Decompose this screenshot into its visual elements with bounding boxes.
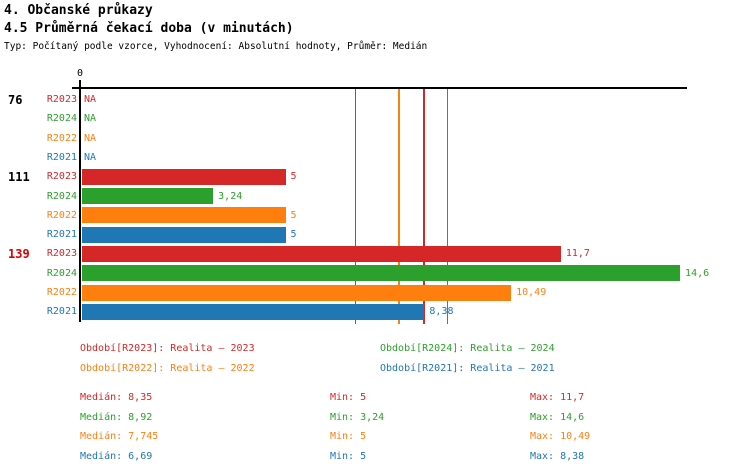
stat-max-R2023: Max: 11,7 [530, 392, 585, 403]
median-line-R2022 [398, 88, 400, 324]
legend-item-R2021: Období[R2021]: Realita – 2021 [380, 363, 555, 374]
bar [82, 303, 425, 320]
chart-subtitle: 4.5 Průměrná čekací doba (v minutách) [4, 21, 294, 36]
bar-row-label: R2022 [46, 132, 77, 144]
stat-min-R2024: Min: 3,24 [330, 411, 385, 423]
legend-item-R2023: Období[R2023]: Realita – 2023 [80, 343, 255, 354]
bar-row-label: R2024 [46, 190, 77, 202]
x-axis-line [72, 87, 687, 89]
bar-value-label: 14,6 [685, 267, 710, 279]
legend-item-R2022: Období[R2022]: Realita – 2022 [80, 363, 255, 374]
bar [82, 168, 286, 185]
bar [82, 188, 214, 204]
x-axis-zero-tick [79, 80, 81, 87]
bar-row-label: R2023 [46, 248, 77, 260]
stat-min-R2023: Min: 5 [330, 392, 367, 403]
bar [82, 265, 681, 282]
bar [82, 207, 286, 224]
y-axis-line [78, 88, 82, 322]
bar-value-label: NA [84, 113, 97, 125]
x-axis-zero-label: 0 [76, 68, 84, 79]
stat-max-R2021: Max: 8,38 [530, 450, 585, 462]
bar-value-label: 11,7 [565, 248, 590, 260]
stat-median-R2023: Medián: 8,35 [80, 392, 153, 403]
stat-max-R2022: Max: 10,49 [530, 431, 591, 442]
bar-row-label: R2022 [46, 209, 77, 221]
legend-item-R2024: Období[R2024]: Realita – 2024 [380, 343, 555, 354]
stat-median-R2021: Medián: 6,69 [80, 450, 153, 462]
bar-value-label: NA [84, 151, 97, 163]
bar-row-label: R2022 [46, 287, 77, 298]
median-line-R2024 [446, 88, 448, 324]
bar-row-label: R2023 [46, 171, 77, 183]
bar-row-label: R2024 [46, 113, 77, 125]
page-title: 4. Občanské průkazy [4, 3, 153, 18]
bar [82, 284, 512, 301]
stat-max-R2024: Max: 14,6 [530, 411, 585, 423]
bar-row-label: R2021 [46, 151, 77, 163]
median-line-R2023 [423, 88, 425, 324]
bar-row-label: R2021 [46, 306, 77, 318]
stat-median-R2024: Medián: 8,92 [80, 411, 153, 423]
bar-value-label: 5 [290, 229, 297, 241]
bar-value-label: 5 [290, 209, 297, 221]
bar-row-label: R2024 [46, 267, 77, 279]
group-label: 111 [8, 169, 30, 184]
bar-value-label: NA [84, 94, 97, 105]
bar-value-label: 10,49 [516, 287, 547, 298]
stat-min-R2021: Min: 5 [330, 450, 367, 462]
bar-row-label: R2023 [46, 94, 77, 105]
bar-value-label: 5 [290, 171, 297, 183]
stat-min-R2022: Min: 5 [330, 431, 367, 442]
group-label: 139 [8, 246, 30, 261]
group-label: 76 [8, 92, 23, 107]
bar-value-label: NA [84, 132, 97, 144]
bar-row-label: R2021 [46, 229, 77, 241]
chart-meta-info: Typ: Počítaný podle vzorce, Vyhodnocení:… [4, 41, 428, 52]
median-line-R2021 [354, 88, 357, 324]
bar [82, 245, 561, 262]
bar [82, 226, 286, 243]
bar-value-label: 8,38 [429, 306, 454, 318]
stat-median-R2022: Medián: 7,745 [80, 431, 159, 442]
bar-value-label: 3,24 [218, 190, 243, 202]
